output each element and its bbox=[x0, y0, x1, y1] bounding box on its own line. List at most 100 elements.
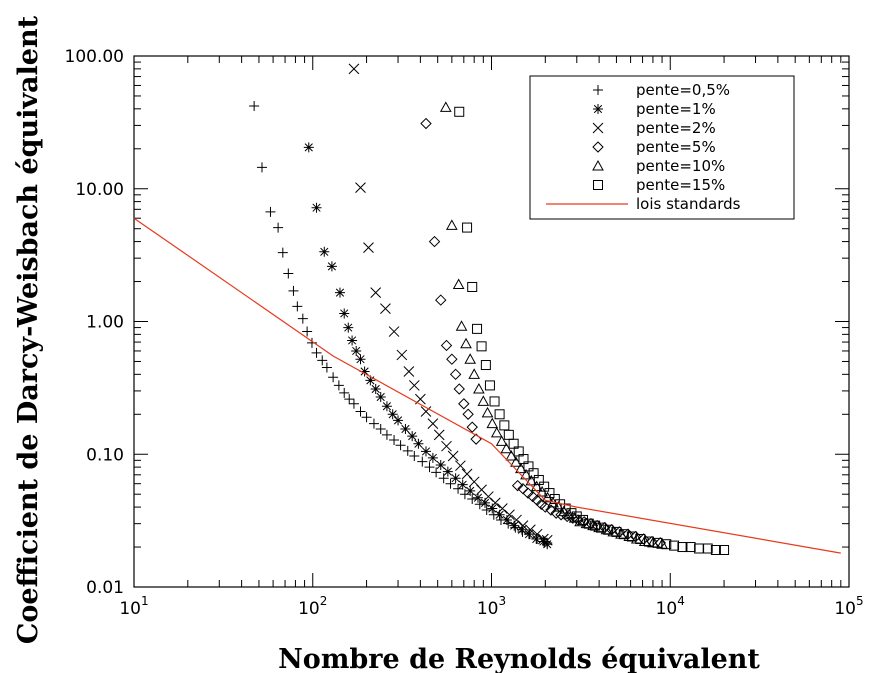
plus-point bbox=[438, 473, 449, 484]
triangle-point bbox=[510, 456, 522, 467]
plus-point bbox=[361, 412, 372, 423]
diamond-point bbox=[428, 235, 441, 248]
diamond-point bbox=[522, 487, 534, 499]
asterisk-point bbox=[465, 485, 476, 496]
asterisk-point bbox=[457, 479, 468, 490]
asterisk-point bbox=[393, 415, 404, 426]
cross-point bbox=[396, 349, 408, 361]
plus-point bbox=[409, 451, 420, 462]
plus-point bbox=[355, 406, 366, 417]
triangle-point bbox=[607, 525, 620, 537]
triangle-point bbox=[460, 337, 472, 349]
cross-point bbox=[455, 460, 466, 472]
square-point bbox=[533, 474, 544, 485]
plus-point bbox=[481, 505, 492, 516]
asterisk-point bbox=[538, 536, 549, 547]
square-point bbox=[618, 529, 629, 540]
cross-point bbox=[380, 303, 391, 314]
square-point bbox=[611, 526, 622, 537]
cross-point bbox=[504, 509, 515, 521]
asterisk-point bbox=[407, 431, 418, 442]
triangle-point bbox=[515, 462, 527, 474]
triangle-point bbox=[520, 468, 532, 480]
plus-point bbox=[288, 285, 299, 296]
square-point bbox=[685, 542, 696, 553]
square-point bbox=[719, 544, 730, 555]
plus-point bbox=[431, 467, 442, 478]
legend-label: pente=5% bbox=[636, 138, 716, 156]
triangle-point bbox=[445, 219, 458, 230]
asterisk-point bbox=[303, 142, 314, 153]
square-point bbox=[677, 542, 688, 553]
legend-label: pente=2% bbox=[636, 119, 716, 137]
plus-point bbox=[375, 423, 386, 434]
tick-labels: 101 102 103 104 105 0.01 0.10 1.00 10.00 100.00 bbox=[65, 47, 864, 619]
plus-point bbox=[249, 101, 260, 112]
plus-point bbox=[381, 429, 392, 440]
diamond-point bbox=[435, 294, 447, 306]
x-axis-title: Nombre de Reynolds équivalent bbox=[278, 644, 760, 673]
asterisk-point bbox=[442, 466, 453, 477]
asterisk-point bbox=[420, 446, 431, 457]
asterisk-point bbox=[334, 287, 345, 298]
asterisk-point bbox=[326, 261, 337, 272]
asterisk-point bbox=[531, 533, 542, 544]
cross-point bbox=[511, 514, 522, 526]
plus-point bbox=[368, 418, 379, 429]
series-2 bbox=[348, 63, 553, 546]
diamond-point bbox=[511, 479, 524, 492]
plus-point bbox=[306, 337, 317, 348]
legend-asterisk-sample bbox=[593, 104, 603, 114]
square-point bbox=[661, 539, 672, 550]
square-point bbox=[454, 106, 465, 117]
x-tick-label: 103 bbox=[477, 594, 506, 619]
plus-point bbox=[402, 445, 413, 456]
asterisk-point bbox=[516, 524, 527, 535]
legend-label: pente=10% bbox=[636, 157, 725, 175]
square-point bbox=[467, 281, 478, 292]
triangle-point bbox=[495, 435, 508, 446]
legend-label: pente=0,5% bbox=[636, 81, 730, 99]
square-point bbox=[590, 520, 601, 531]
triangle-point bbox=[530, 480, 543, 492]
legend: pente=0,5%pente=1%pente=2%pente=5%pente=… bbox=[529, 75, 795, 220]
asterisk-point bbox=[355, 354, 366, 365]
x-tick-label: 105 bbox=[834, 594, 863, 619]
triangle-point bbox=[455, 320, 468, 331]
square-point bbox=[494, 409, 505, 420]
y-tick-label: 10.00 bbox=[75, 180, 124, 200]
asterisk-point bbox=[365, 375, 376, 386]
diamond-point bbox=[440, 339, 453, 352]
plus-point bbox=[283, 268, 294, 279]
triangle-point bbox=[464, 353, 477, 364]
square-point bbox=[523, 461, 534, 472]
cross-point bbox=[403, 366, 415, 377]
asterisk-point bbox=[472, 492, 483, 503]
legend-box bbox=[529, 75, 795, 220]
asterisk-point bbox=[343, 322, 354, 333]
square-point bbox=[626, 531, 637, 542]
square-point bbox=[499, 420, 510, 431]
square-point bbox=[583, 518, 594, 529]
square-point bbox=[577, 514, 588, 525]
square-point bbox=[603, 524, 614, 535]
plus-point bbox=[395, 440, 406, 451]
diamond-point bbox=[545, 504, 557, 516]
standard-law-line bbox=[133, 217, 841, 554]
asterisk-point bbox=[319, 246, 330, 257]
triangle-point bbox=[615, 528, 627, 539]
y-tick-label: 0.01 bbox=[86, 578, 124, 598]
legend-plus-sample bbox=[593, 85, 603, 95]
square-point bbox=[472, 323, 483, 334]
asterisk-point bbox=[494, 509, 505, 520]
plus-point bbox=[467, 494, 478, 505]
cross-point bbox=[363, 242, 374, 254]
y-tick-label: 100.00 bbox=[65, 47, 124, 67]
triangle-point bbox=[486, 417, 499, 429]
legend-entry: lois standards bbox=[546, 195, 741, 213]
plus-point bbox=[317, 355, 328, 366]
asterisk-point bbox=[427, 452, 438, 463]
cross-point bbox=[525, 524, 536, 536]
asterisk-point bbox=[370, 384, 381, 395]
